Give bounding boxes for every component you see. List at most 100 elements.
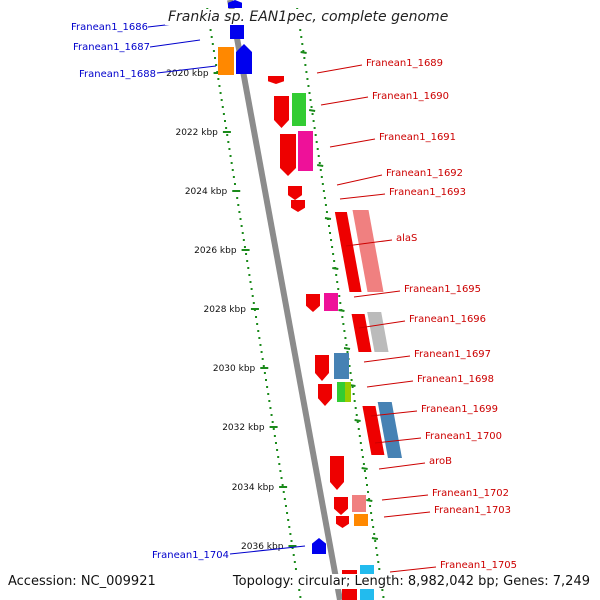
scale-dot [320, 176, 323, 178]
label-leader-line [363, 355, 411, 363]
scale-dot [305, 71, 308, 73]
scale-dot [329, 232, 332, 234]
scale-dot [258, 337, 261, 339]
scale-dot [341, 316, 344, 318]
gene-label-Franean1_1704[interactable]: Franean1_1704 [152, 550, 229, 561]
ruler-label: 2028 kbp [204, 305, 247, 315]
forward-gene-arrow [306, 294, 320, 312]
forward-gene-arrow [351, 314, 372, 352]
scale-dot [308, 92, 311, 94]
gene-label-Franean1_1698[interactable]: Franean1_1698 [417, 374, 494, 385]
genome-backbone [227, 0, 343, 600]
gene-label-Franean1_1697[interactable]: Franean1_1697 [414, 349, 491, 360]
gene-label-Franean1_1695[interactable]: Franean1_1695 [404, 284, 481, 295]
scale-dot [242, 239, 245, 241]
kbp-ruler: 2020 kbp 2022 kbp 2024 kbp 2026 kbp 2028 kbp… [166, 69, 297, 552]
scale-dot [282, 491, 285, 493]
scale-dot [319, 169, 322, 171]
gene-label-Franean1_1687[interactable]: Franean1_1687 [73, 42, 150, 53]
forward-gene-arrow [291, 200, 305, 212]
forward-gene-arrow [318, 384, 332, 406]
gene-label-Franean1_1700[interactable]: Franean1_1700 [425, 431, 502, 442]
scale-dot [346, 351, 349, 353]
label-leader-line [383, 511, 431, 518]
scale-dot [274, 442, 277, 444]
scale-dot [269, 407, 272, 409]
gene-label-Franean1_1702[interactable]: Franean1_1702 [432, 488, 509, 499]
ruler-label: 2036 kbp [241, 542, 284, 552]
scale-dot [311, 113, 314, 115]
scale-tick [371, 537, 379, 540]
scale-dot [239, 218, 242, 220]
scale-dot [337, 288, 340, 290]
ruler-label: 2026 kbp [194, 246, 237, 256]
scale-dot [212, 50, 215, 52]
scale-dot [224, 120, 226, 122]
scale-dot [255, 316, 258, 318]
gene-label-Franean1_1692[interactable]: Franean1_1692 [386, 168, 463, 179]
scale-dot [328, 225, 330, 227]
scale-dot [371, 519, 374, 521]
gene-label-Franean1_1696[interactable]: Franean1_1696 [409, 314, 486, 325]
label-leader-line [149, 39, 201, 48]
scale-dot [231, 169, 234, 171]
gene-label-Franean1_1690[interactable]: Franean1_1690 [372, 91, 449, 102]
scale-dot [262, 365, 265, 367]
scale-dot [288, 526, 291, 528]
gene-label-Franean1_1693[interactable]: Franean1_1693 [389, 187, 466, 198]
scale-dot [301, 43, 304, 45]
gene-label-Franean1_1691[interactable]: Franean1_1691 [379, 132, 456, 143]
scale-tick [324, 217, 332, 220]
gene-label-Franean1_1688[interactable]: Franean1_1688 [79, 69, 156, 80]
scale-dot [368, 498, 371, 500]
scale-dot [281, 484, 284, 486]
scale-dot [299, 29, 302, 31]
gene-label-Franean1_1705[interactable]: Franean1_1705 [440, 560, 517, 571]
label-leader-line [336, 174, 383, 186]
scale-dot [229, 155, 232, 157]
gene-label-Franean1_1686[interactable]: Franean1_1686 [71, 22, 148, 33]
scale-dot [266, 386, 269, 388]
label-leader-line [329, 138, 376, 148]
gene-label-Franean1_1699[interactable]: Franean1_1699 [421, 404, 498, 415]
scale-dot [268, 400, 271, 402]
scale-tick [354, 419, 361, 422]
label-leader-line [345, 239, 393, 247]
scale-dot [343, 330, 346, 332]
label-leader-line [374, 437, 422, 444]
scale-dot [249, 281, 252, 283]
scale-dot [354, 407, 357, 409]
scale-dot [261, 358, 264, 360]
scale-dot [317, 155, 320, 157]
gene-label-Franean1_1689[interactable]: Franean1_1689 [366, 58, 443, 69]
scale-dot [352, 393, 355, 395]
label-leader-line [358, 320, 406, 329]
scale-dot [230, 162, 233, 164]
scale-dot [353, 400, 356, 402]
label-leader-line [389, 566, 437, 573]
scale-dot [370, 512, 373, 514]
cog-box [367, 312, 389, 352]
scale-dot [225, 127, 228, 129]
scale-dot [324, 204, 327, 206]
gene-label-alaS[interactable]: alaS [396, 233, 417, 244]
forward-gene-arrow [336, 516, 349, 528]
scale-dot [228, 148, 231, 150]
scale-dot [240, 225, 243, 227]
scale-dots [206, 8, 385, 598]
scale-dot [372, 526, 375, 528]
scale-dot [232, 176, 235, 178]
scale-dot [248, 274, 251, 276]
gene-labels: Franean1_1686 Franean1_1687 Franean1_1688 F… [71, 17, 517, 573]
scale-dot [375, 547, 378, 549]
scale-dot [209, 29, 212, 31]
gene-label-Franean1_1703[interactable]: Franean1_1703 [434, 505, 511, 516]
scale-dot [309, 99, 312, 101]
scale-dot [252, 302, 255, 304]
scale-dot [310, 106, 313, 108]
gene-label-aroB[interactable]: aroB [429, 456, 452, 467]
scale-dot [356, 421, 359, 423]
forward-gene-arrow [288, 186, 302, 200]
topology-text: Topology: circular; Length: 8,982,042 bp… [232, 574, 590, 589]
ruler-label: 2020 kbp [166, 69, 209, 79]
